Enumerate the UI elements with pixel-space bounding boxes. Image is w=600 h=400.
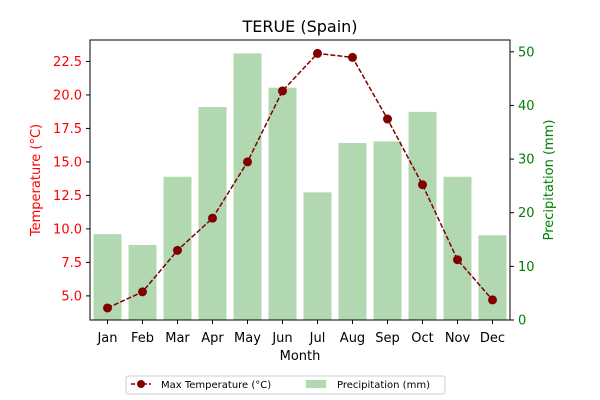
- left-tick-label: 22.5: [53, 55, 82, 70]
- left-tick-label: 15.0: [53, 155, 82, 170]
- temperature-series-line: [107, 52, 494, 309]
- x-tick-label: Aug: [340, 331, 365, 346]
- bar-aug: [338, 142, 367, 320]
- right-tick-label: 40: [518, 99, 535, 114]
- point-may: [243, 157, 252, 167]
- x-tick-label: May: [234, 331, 261, 346]
- left-axis-label: Temperature (°C): [29, 124, 44, 237]
- right-tick-label: 50: [518, 45, 535, 60]
- legend-label-precipitation: Precipitation (mm): [337, 380, 430, 391]
- left-axis-ticks: 5.0 7.5 10.0 12.5 15.0 17.5 20.0 22.5: [53, 55, 90, 304]
- point-apr: [208, 213, 217, 223]
- right-tick-label: 20: [518, 206, 535, 221]
- left-tick-label: 17.5: [53, 122, 82, 137]
- point-jul: [313, 48, 322, 58]
- bar-apr: [198, 107, 227, 320]
- bar-feb: [128, 244, 157, 320]
- precipitation-bars: [93, 53, 507, 321]
- right-tick-label: 0: [518, 314, 526, 329]
- left-tick-label: 12.5: [53, 189, 82, 204]
- legend-label-temperature: Max Temperature (°C): [161, 380, 271, 391]
- bar-sep: [373, 141, 402, 320]
- x-tick-label: Oct: [411, 331, 433, 346]
- point-feb: [138, 287, 147, 297]
- point-jun: [278, 86, 287, 96]
- point-aug: [348, 52, 357, 62]
- x-tick-label: Nov: [445, 331, 471, 346]
- x-tick-label: Apr: [201, 331, 224, 346]
- plot-frame: [89, 39, 511, 321]
- x-tick-label: Jan: [96, 331, 117, 346]
- x-tick-label: Jul: [309, 331, 326, 346]
- point-jan: [103, 303, 112, 313]
- chart-title: TERUE (Spain): [241, 17, 357, 36]
- legend-frame: [125, 375, 446, 395]
- legend-marker-swatch: [137, 380, 145, 388]
- bar-oct: [408, 111, 437, 320]
- x-tick-label: Jun: [271, 331, 292, 346]
- bar-jun: [268, 87, 297, 321]
- right-axis-ticks: 0 10 20 30 40 50: [510, 45, 535, 329]
- bar-may: [233, 53, 262, 320]
- right-tick-label: 10: [518, 260, 535, 275]
- point-nov: [453, 255, 462, 265]
- bar-jul: [303, 192, 332, 320]
- bar-dec: [478, 235, 507, 320]
- right-tick-label: 30: [518, 153, 535, 168]
- left-tick-label: 5.0: [61, 289, 82, 304]
- left-tick-label: 20.0: [53, 88, 82, 103]
- legend: Max Temperature (°C) Precipitation (mm): [125, 375, 446, 395]
- temperature-line: [103, 48, 497, 313]
- point-dec: [488, 295, 497, 305]
- x-tick-label: Sep: [375, 331, 400, 346]
- x-axis-label: Month: [280, 349, 321, 364]
- legend-bar-swatch: [306, 380, 326, 388]
- bar-nov: [443, 176, 472, 320]
- left-tick-label: 7.5: [61, 256, 82, 271]
- left-tick-label: 10.0: [53, 222, 82, 237]
- point-oct: [418, 180, 427, 190]
- point-sep: [383, 114, 392, 124]
- point-mar: [173, 245, 182, 255]
- x-tick-label: Feb: [131, 331, 154, 346]
- x-tick-label: Mar: [165, 331, 190, 346]
- right-axis-label: Precipitation (mm): [542, 120, 557, 241]
- x-tick-label: Dec: [480, 331, 505, 346]
- x-axis-ticks: Jan Feb Mar Apr May Jun Jul Aug Sep Oct Nov Dec: [96, 320, 505, 346]
